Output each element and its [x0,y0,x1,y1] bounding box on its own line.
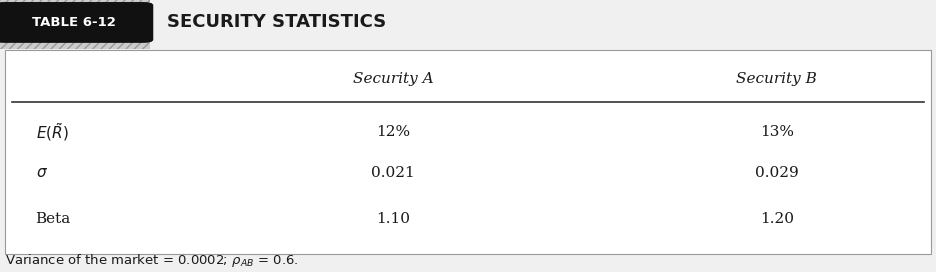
Text: $E(\tilde{R})$: $E(\tilde{R})$ [36,121,68,143]
Text: Beta: Beta [36,212,71,226]
Text: 1.10: 1.10 [376,212,410,226]
Text: SECURITY STATISTICS: SECURITY STATISTICS [167,13,386,32]
FancyBboxPatch shape [0,3,153,42]
Text: 13%: 13% [760,125,794,139]
Text: 12%: 12% [376,125,410,139]
Text: 0.029: 0.029 [755,166,798,180]
Bar [5,50,931,254]
Text: Security A: Security A [353,72,433,86]
Text: $\sigma$: $\sigma$ [36,166,48,180]
Bar [0,0,150,49]
Text: 1.20: 1.20 [760,212,794,226]
Text: Security B: Security B [737,72,817,86]
Text: Variance of the market = 0.0002; $\rho_{AB}$ = 0.6.: Variance of the market = 0.0002; $\rho_{… [5,252,298,269]
Text: TABLE 6-12: TABLE 6-12 [32,16,116,29]
Text: 0.021: 0.021 [372,166,415,180]
